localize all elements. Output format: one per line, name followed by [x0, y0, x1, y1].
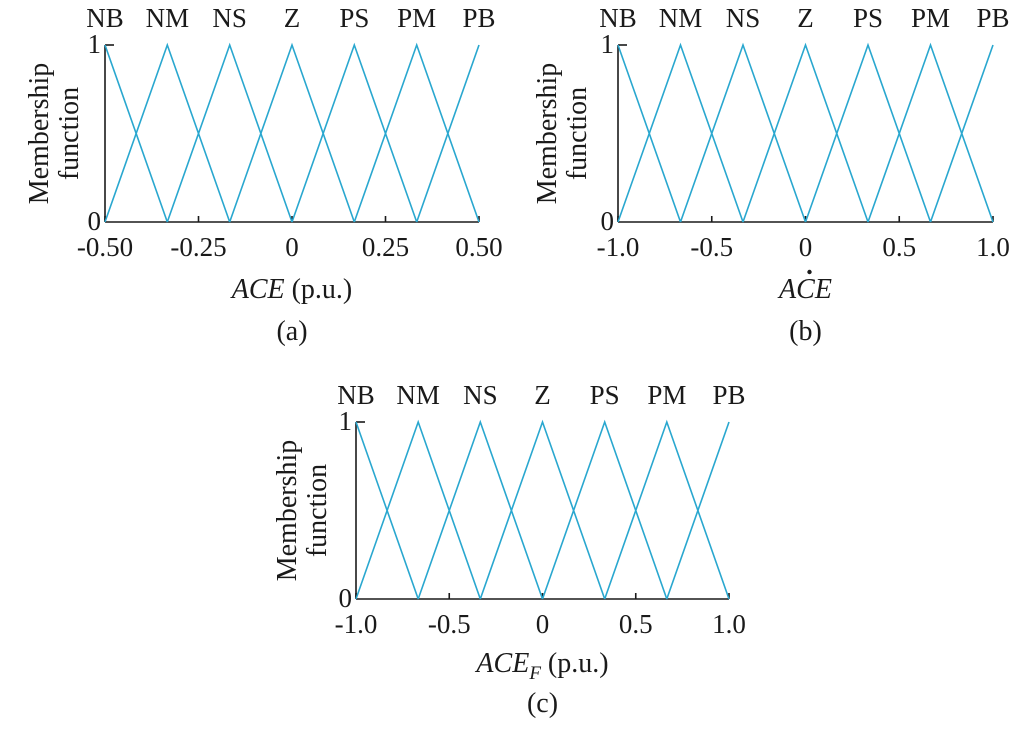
- membership-line-nm: [104, 42, 231, 223]
- x-axis-unit: (p.u.): [541, 648, 609, 679]
- membership-label-pb: PB: [462, 3, 495, 33]
- y-axis-title: Membershipfunction: [532, 63, 593, 205]
- chart-b: -1.0 -0.5 0 0.5 1.0 0 1NB NM NS Z PS PM PB (b): [597, 3, 1010, 347]
- x-tick-label: 0.5: [619, 609, 653, 639]
- y-tick-label: 0: [339, 583, 353, 613]
- y-tick-label: 1: [88, 29, 102, 59]
- y-axis-title-line: function: [562, 87, 593, 180]
- membership-line-ps: [541, 419, 668, 600]
- membership-label-nm: NM: [396, 380, 440, 410]
- membership-label-z: Z: [797, 3, 814, 33]
- x-tick-label: 0: [799, 232, 813, 262]
- y-tick-label: 0: [88, 206, 102, 236]
- subfigure-caption: (a): [276, 316, 307, 347]
- x-tick-label: -0.5: [428, 609, 471, 639]
- membership-label-ps: PS: [853, 3, 883, 33]
- membership-line-ns: [679, 42, 807, 223]
- subfigure-caption: (c): [527, 688, 558, 719]
- y-tick-label: 1: [601, 29, 615, 59]
- x-tick-label: -0.5: [690, 232, 733, 262]
- x-tick-label: -0.25: [170, 232, 226, 262]
- membership-label-nm: NM: [146, 3, 190, 33]
- membership-label-ns: NS: [463, 380, 498, 410]
- membership-line-nm: [617, 42, 744, 223]
- y-tick-label: 0: [601, 206, 615, 236]
- x-axis-variable: ACE: [777, 274, 832, 305]
- x-tick-label: 0: [285, 232, 299, 262]
- membership-line-pb: [929, 44, 994, 223]
- membership-line-pm: [353, 42, 480, 223]
- membership-label-pm: PM: [397, 3, 436, 33]
- membership-line-pb: [666, 421, 730, 600]
- membership-line-pb: [415, 44, 480, 223]
- membership-label-pb: PB: [712, 380, 745, 410]
- x-tick-label: 0.5: [882, 232, 916, 262]
- membership-label-pb: PB: [976, 3, 1009, 33]
- x-tick-label: -1.0: [335, 609, 378, 639]
- membership-label-z: Z: [534, 380, 551, 410]
- membership-label-ps: PS: [590, 380, 620, 410]
- x-tick-label: -0.50: [77, 232, 133, 262]
- y-axis-title-line: Membership: [272, 440, 303, 582]
- membership-label-pm: PM: [647, 380, 686, 410]
- chart-a: -0.50 -0.25 0 0.25 0.50 0 1NB NM NS Z PS PM PB (a): [77, 3, 503, 347]
- x-axis-derivative-dot: [807, 269, 812, 275]
- x-axis-title: ACEF (p.u.): [474, 648, 608, 684]
- membership-label-nb: NB: [337, 380, 375, 410]
- membership-line-pm: [603, 419, 730, 600]
- y-axis-title-line: function: [302, 464, 333, 557]
- x-tick-label: 1.0: [976, 232, 1010, 262]
- x-tick-label: -1.0: [597, 232, 640, 262]
- membership-label-ns: NS: [726, 3, 761, 33]
- subfigure-caption: (b): [789, 316, 822, 347]
- y-axis-title: Membershipfunction: [272, 440, 333, 582]
- membership-line-nm: [355, 419, 482, 600]
- membership-label-ns: NS: [212, 3, 247, 33]
- membership-label-nb: NB: [599, 3, 637, 33]
- membership-label-z: Z: [284, 3, 301, 33]
- membership-line-z: [228, 42, 356, 223]
- x-axis-variable: ACE: [230, 274, 285, 305]
- membership-line-pm: [867, 42, 994, 223]
- x-axis-variable-subscript: F: [528, 663, 541, 684]
- membership-label-ps: PS: [339, 3, 369, 33]
- membership-line-ns: [417, 419, 544, 600]
- membership-label-pm: PM: [911, 3, 950, 33]
- x-axis-unit: (p.u.): [285, 274, 353, 305]
- x-tick-label: 1.0: [712, 609, 746, 639]
- membership-label-nb: NB: [86, 3, 124, 33]
- membership-line-ps: [291, 42, 418, 223]
- y-tick-label: 1: [339, 406, 353, 436]
- y-axis-title-line: Membership: [532, 63, 563, 205]
- x-tick-label: 0.25: [362, 232, 409, 262]
- x-axis-title: ACE (p.u.): [230, 274, 353, 305]
- membership-line-ps: [804, 42, 932, 223]
- y-axis-title-line: function: [54, 87, 85, 180]
- x-axis-title: ACE: [777, 274, 832, 305]
- x-axis-variable: ACE: [474, 648, 529, 679]
- y-axis-title-line: Membership: [24, 63, 55, 205]
- membership-label-nm: NM: [659, 3, 703, 33]
- chart-c: -1.0 -0.5 0 0.5 1.0 0 1NB NM NS Z PS PM PB (c): [335, 380, 746, 719]
- x-tick-label: 0.50: [455, 232, 502, 262]
- membership-line-ns: [166, 42, 293, 223]
- x-tick-label: 0: [536, 609, 550, 639]
- y-axis-title: Membershipfunction: [24, 63, 85, 205]
- membership-line-z: [479, 419, 606, 600]
- membership-line-z: [742, 42, 869, 223]
